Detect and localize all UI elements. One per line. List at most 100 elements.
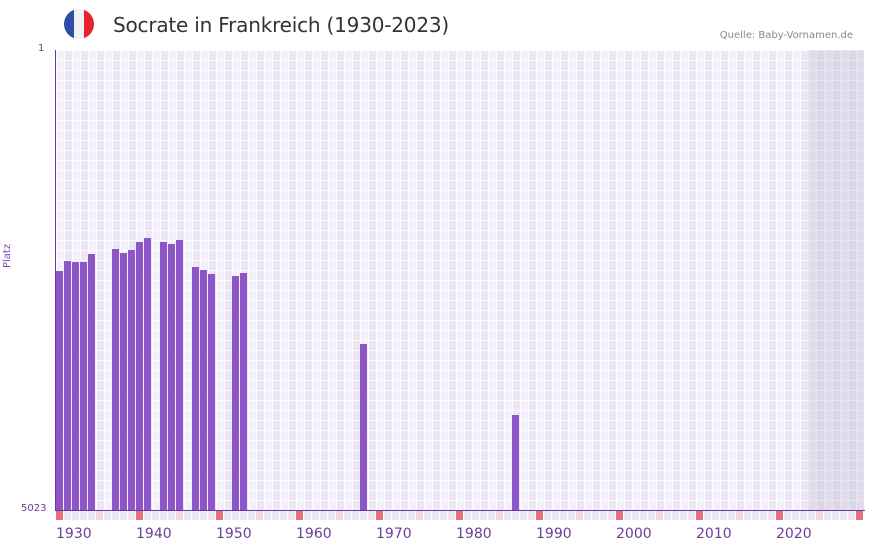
bar-1953[interactable] (240, 273, 247, 510)
bar-1943[interactable] (160, 242, 167, 510)
year-marker (640, 511, 647, 520)
y-tick-bottom: 5023 (21, 503, 47, 514)
year-marker (176, 511, 183, 520)
bar-1938[interactable] (120, 252, 127, 510)
bar-1933[interactable] (80, 262, 87, 510)
source-link[interactable]: Quelle: Baby-Vornamen.de (719, 30, 853, 41)
x-tick-2020: 2020 (776, 526, 812, 542)
year-marker (816, 511, 823, 520)
bar-1937[interactable] (112, 249, 119, 510)
year-marker (656, 511, 663, 520)
year-marker (368, 511, 375, 520)
x-tick-1960: 1960 (296, 526, 332, 542)
year-marker (328, 511, 335, 520)
year-marker (512, 511, 519, 520)
bar-1944[interactable] (168, 244, 175, 510)
year-marker (792, 511, 799, 520)
year-marker (312, 511, 319, 520)
year-marker (432, 511, 439, 520)
year-marker (456, 511, 463, 520)
year-marker (776, 511, 783, 520)
year-marker (808, 511, 815, 520)
year-marker (248, 511, 255, 520)
year-marker (104, 511, 111, 520)
year-marker (544, 511, 551, 520)
bar-1934[interactable] (88, 254, 95, 510)
year-marker (144, 511, 151, 520)
year-marker (824, 511, 831, 520)
year-marker (840, 511, 847, 520)
bar-1949[interactable] (208, 274, 215, 510)
year-marker (560, 511, 567, 520)
bar-1947[interactable] (192, 267, 199, 510)
year-marker (184, 511, 191, 520)
x-tick-2010: 2010 (696, 526, 732, 542)
year-marker (152, 511, 159, 520)
bar-1948[interactable] (200, 270, 207, 510)
bar-1968[interactable] (360, 344, 367, 510)
year-marker (576, 511, 583, 520)
year-marker (664, 511, 671, 520)
year-marker (688, 511, 695, 520)
future-shaded-region (808, 50, 864, 510)
plot-area (56, 50, 864, 510)
year-marker (616, 511, 623, 520)
year-marker (416, 511, 423, 520)
year-marker (856, 511, 863, 520)
year-marker (752, 511, 759, 520)
x-tick-1940: 1940 (136, 526, 172, 542)
year-marker (800, 511, 807, 520)
flag-stripe-white (74, 9, 84, 39)
year-marker (736, 511, 743, 520)
y-axis-title: Platz (2, 243, 13, 268)
year-marker (600, 511, 607, 520)
year-marker (288, 511, 295, 520)
bar-1931[interactable] (64, 261, 71, 510)
year-marker (120, 511, 127, 520)
year-marker (360, 511, 367, 520)
year-marker (272, 511, 279, 520)
france-flag-icon (64, 9, 94, 39)
y-tick-top: 1 (38, 43, 45, 54)
year-marker (136, 511, 143, 520)
bar-1945[interactable] (176, 239, 183, 510)
bar-1939[interactable] (128, 250, 135, 510)
year-marker (624, 511, 631, 520)
year-marker (232, 511, 239, 520)
x-tick-1970: 1970 (376, 526, 412, 542)
year-marker (264, 511, 271, 520)
year-marker (496, 511, 503, 520)
year-marker (296, 511, 303, 520)
bar-1987[interactable] (512, 415, 519, 510)
year-marker (768, 511, 775, 520)
bar-1940[interactable] (136, 242, 143, 510)
year-marker (632, 511, 639, 520)
year-marker (536, 511, 543, 520)
year-marker (472, 511, 479, 520)
year-marker (744, 511, 751, 520)
year-marker (424, 511, 431, 520)
year-marker (672, 511, 679, 520)
year-marker (848, 511, 855, 520)
year-marker (96, 511, 103, 520)
year-marker (480, 511, 487, 520)
year-marker (528, 511, 535, 520)
y-axis-line (55, 50, 56, 511)
x-axis-line (55, 510, 865, 511)
year-marker (160, 511, 167, 520)
x-tick-1930: 1930 (56, 526, 92, 542)
bar-1930[interactable] (56, 271, 63, 510)
year-marker (680, 511, 687, 520)
year-marker (488, 511, 495, 520)
year-marker (64, 511, 71, 520)
year-marker (704, 511, 711, 520)
year-marker (320, 511, 327, 520)
year-marker (520, 511, 527, 520)
bar-1941[interactable] (144, 238, 151, 510)
year-marker (384, 511, 391, 520)
bar-1952[interactable] (232, 275, 239, 510)
year-marker (352, 511, 359, 520)
year-marker (720, 511, 727, 520)
bar-1932[interactable] (72, 262, 79, 510)
grid-background (56, 50, 864, 510)
